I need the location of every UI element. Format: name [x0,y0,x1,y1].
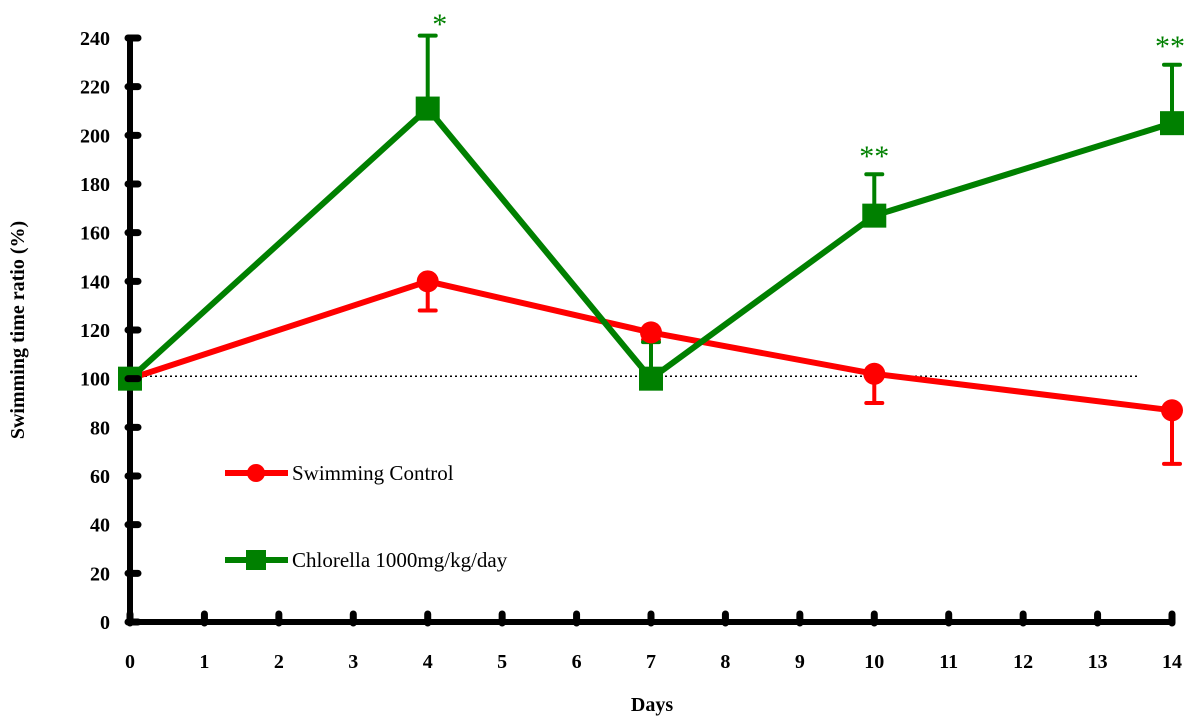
y-tick-label: 220 [80,77,110,99]
significance-marker: ** [1155,30,1185,63]
control-point [416,270,439,293]
x-tick-label: 4 [423,651,433,673]
x-tick-label: 0 [125,651,135,673]
x-tick-label: 2 [274,651,284,673]
x-tick-label: 6 [572,651,582,673]
significance-marker: ** [859,140,889,173]
y-tick-label: 80 [90,417,110,439]
y-tick-label: 60 [90,466,110,488]
y-tick-label: 200 [80,125,110,147]
chlorella-legend-marker [246,550,266,570]
y-tick-label: 180 [80,174,110,196]
x-tick-label: 3 [348,651,358,673]
y-tick-label: 240 [80,28,110,50]
y-tick-label: 160 [80,223,110,245]
chlorella-legend-label: Chlorella 1000mg/kg/day [292,548,508,572]
x-tick-label: 5 [497,651,507,673]
y-tick-label: 100 [80,369,110,391]
y-tick-label: 120 [80,320,110,342]
x-tick-label: 13 [1088,651,1108,673]
significance-marker: * [432,8,447,41]
chlorella-point [415,96,440,121]
y-tick-label: 140 [80,271,110,293]
control-point [640,321,662,344]
control-legend-label: Swimming Control [292,461,454,485]
x-tick-label: 14 [1162,651,1182,673]
x-axis-title: Days [631,694,673,716]
x-tick-label: 9 [795,651,805,673]
x-tick-label: 8 [720,651,730,673]
x-tick-label: 12 [1013,651,1033,673]
y-tick-label: 20 [90,563,110,585]
x-tick-label: 7 [646,651,656,673]
chlorella-point [862,203,887,228]
chlorella-point [639,366,663,391]
x-tick-label: 11 [939,651,958,673]
x-tick-label: 10 [864,651,884,673]
x-tick-label: 1 [199,651,209,673]
y-axis-title: Swimming time ratio (%) [7,221,29,439]
y-tick-label: 0 [100,612,110,634]
control-point [1161,399,1183,422]
control-point [863,362,886,385]
control-legend-marker [247,464,265,482]
y-tick-label: 40 [90,515,110,537]
chlorella-point [1160,111,1184,136]
